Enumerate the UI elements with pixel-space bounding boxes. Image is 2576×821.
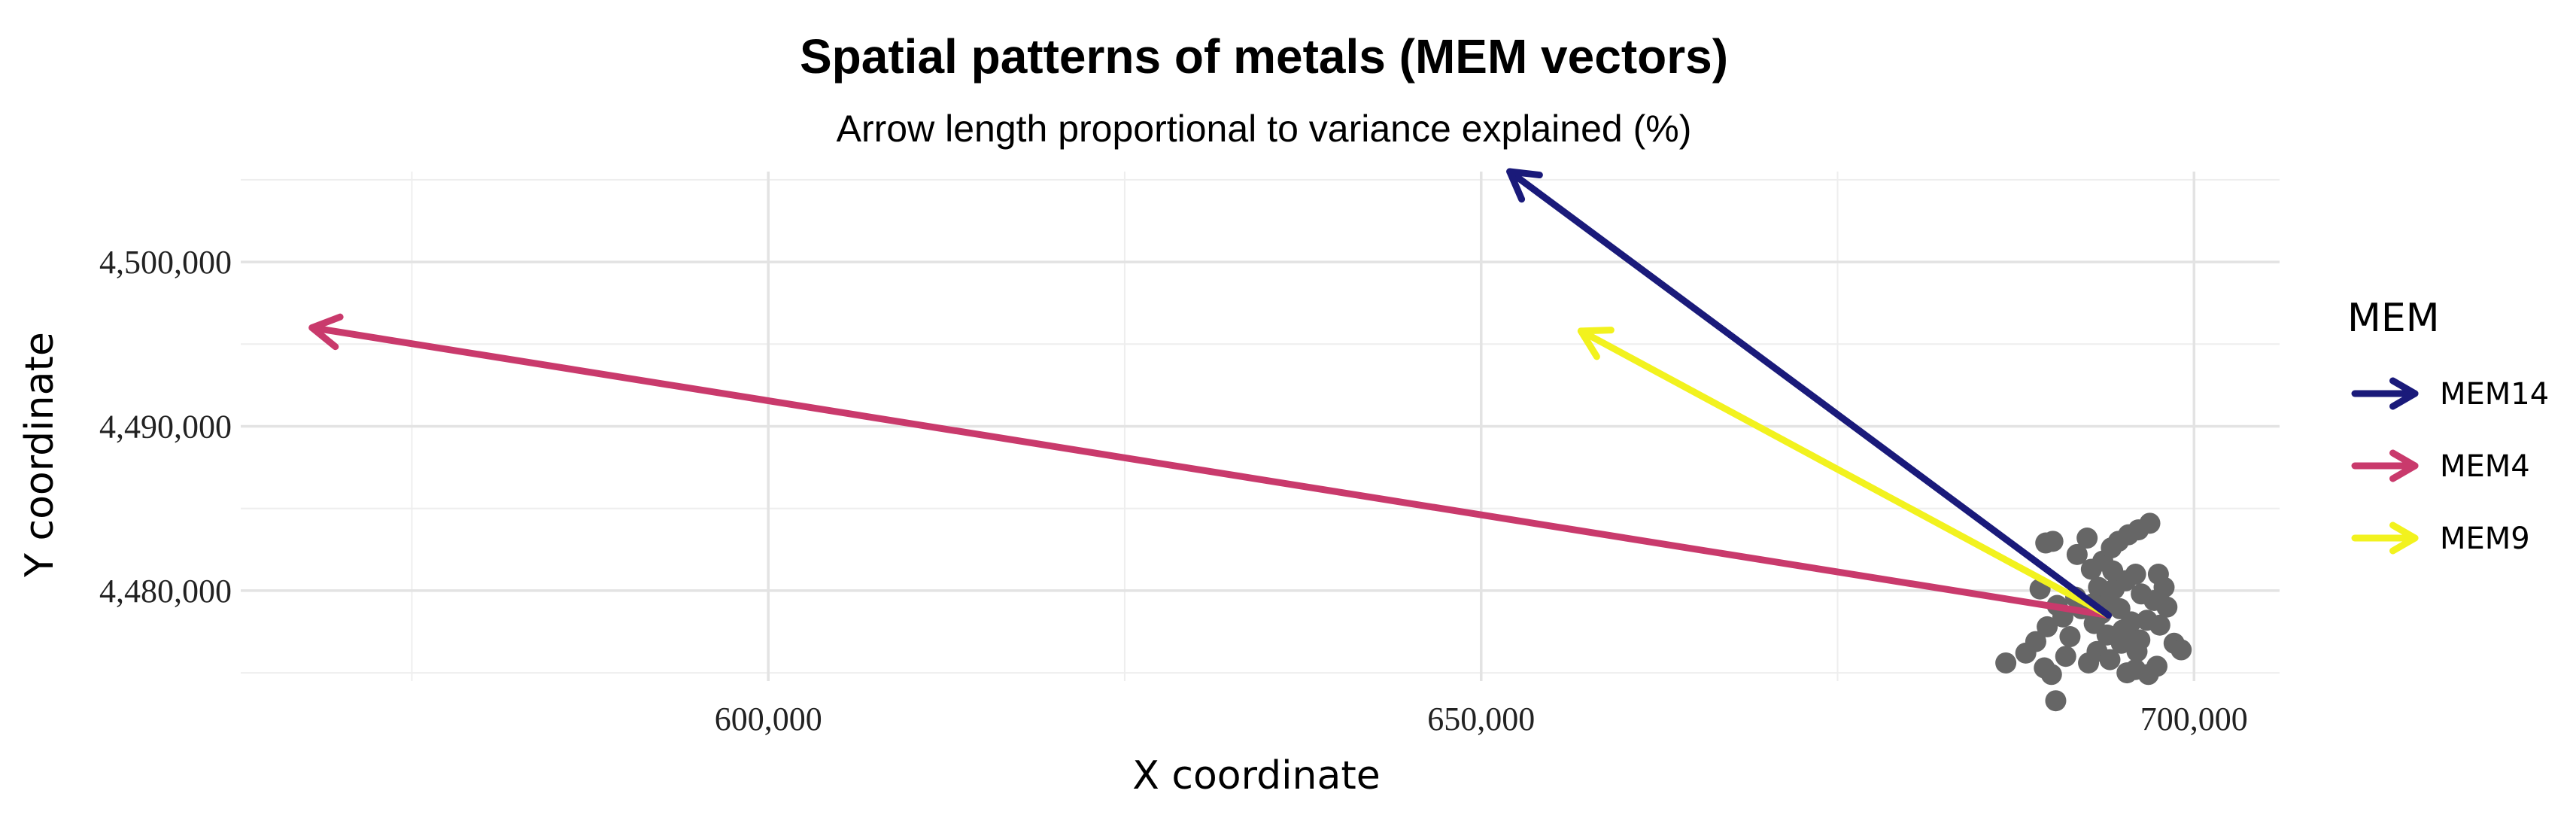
legend-key-mem4 <box>2351 449 2419 482</box>
y-tick-label: 4,500,000 <box>99 244 232 281</box>
chart-title: Spatial patterns of metals (MEM vectors) <box>800 29 1728 84</box>
data-point <box>2156 596 2178 618</box>
data-point <box>2147 564 2169 585</box>
data-point <box>2126 640 2148 662</box>
legend-label-mem4: MEM4 <box>2440 449 2530 484</box>
x-tick-label: 700,000 <box>2140 701 2248 737</box>
data-point <box>2076 528 2098 549</box>
data-point <box>2055 646 2076 667</box>
arrow-mem4-shaft <box>308 324 2113 619</box>
data-point <box>2170 639 2192 661</box>
arrow-mem9 <box>1577 327 2113 619</box>
legend-label-mem9: MEM9 <box>2440 521 2530 556</box>
data-point <box>2102 560 2124 582</box>
data-point <box>2040 664 2062 686</box>
data-point <box>2139 512 2161 534</box>
data-point <box>2116 662 2138 684</box>
legend-key-mem14-head <box>2389 377 2419 410</box>
data-point <box>2037 616 2058 637</box>
arrow-mem14-head <box>1506 168 1543 203</box>
plot-area: 600,000 650,000 700,000 4,480,000 4,490,000 4… <box>99 168 2280 737</box>
x-tick-label: 650,000 <box>1427 701 1535 737</box>
y-tick-label: 4,480,000 <box>99 573 232 610</box>
data-point <box>2045 690 2067 712</box>
x-tick-label: 600,000 <box>715 701 822 737</box>
data-point <box>2083 613 2105 634</box>
data-point <box>2025 631 2046 652</box>
y-tick-label: 4,490,000 <box>99 409 232 445</box>
data-point <box>2120 611 2142 633</box>
arrow-mem9-shaft <box>1577 327 2113 619</box>
data-point <box>2059 626 2081 648</box>
data-point <box>2088 576 2110 598</box>
legend-key-mem4-head <box>2389 449 2419 482</box>
legend-key-mem9 <box>2351 521 2419 555</box>
y-axis-title: Y coordinate <box>17 332 62 578</box>
data-point <box>2099 649 2121 670</box>
data-point <box>2104 578 2125 600</box>
chart-subtitle: Arrow length proportional to variance ex… <box>837 108 1692 150</box>
arrow-mem9-head <box>1577 327 1615 360</box>
arrow-mem4-head <box>308 313 344 351</box>
legend-title: MEM <box>2347 296 2440 341</box>
data-point <box>2125 564 2146 585</box>
x-axis-title: X coordinate <box>1132 753 1381 798</box>
data-point <box>2078 652 2100 674</box>
data-point <box>2035 532 2057 554</box>
legend: MEM MEM14 MEM4 MEM9 <box>2347 296 2549 556</box>
data-point <box>2066 543 2088 565</box>
arrow-mem14 <box>1506 168 2113 619</box>
data-point <box>2149 614 2170 636</box>
legend-label-mem14: MEM14 <box>2440 377 2549 412</box>
legend-key-mem9-head <box>2389 521 2419 555</box>
arrow-mem14-shaft <box>1506 168 2113 619</box>
arrow-mem4 <box>308 313 2113 619</box>
legend-key-mem14 <box>2351 377 2419 410</box>
data-point <box>1995 652 2017 674</box>
